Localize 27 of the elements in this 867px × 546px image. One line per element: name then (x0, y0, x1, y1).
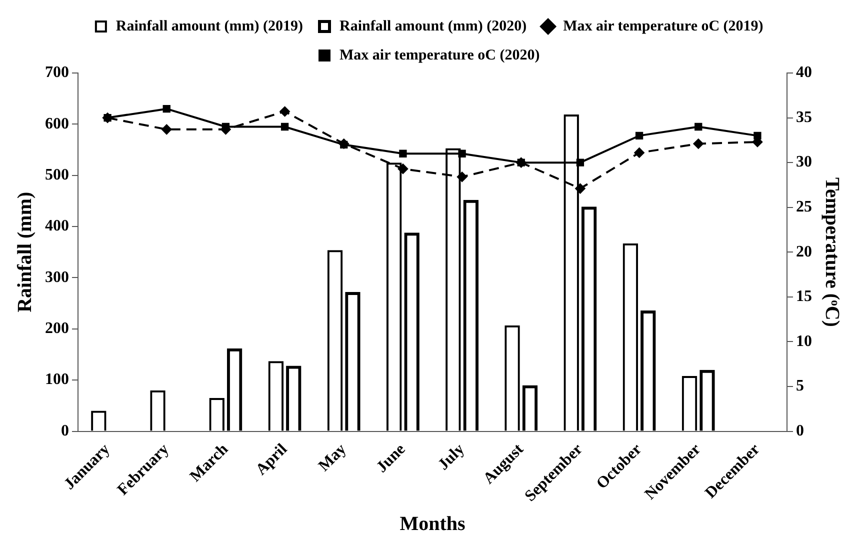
y2-tick-label: 0 (796, 422, 804, 440)
y2-tick-label: 30 (796, 154, 812, 171)
legend-label: Max air temperature oC (2019) (563, 18, 764, 34)
legend-label: Rainfall amount (mm) (2020) (340, 18, 527, 34)
x-tick-label: July (435, 440, 468, 474)
y2-tick-label: 5 (796, 378, 804, 395)
y-tick-label: 400 (45, 218, 69, 235)
y-axis-title: Rainfall (mm) (14, 192, 36, 312)
x-tick-label: June (373, 440, 409, 476)
legend-label: Max air temperature oC (2020) (340, 47, 540, 64)
y2-tick-label: 15 (796, 288, 812, 306)
y-tick-label: 200 (45, 320, 69, 338)
y-tick-label: 600 (45, 115, 69, 132)
y2-tick-label: 35 (796, 108, 812, 126)
y2-axis-title: Temperature (ᵒC) (820, 177, 843, 327)
x-tick-label: May (316, 440, 350, 475)
y-tick-label: 0 (61, 422, 69, 440)
y-tick-label: 300 (45, 268, 69, 286)
y2-tick-label: 20 (796, 243, 812, 260)
y-tick-label: 100 (45, 371, 69, 388)
y2-tick-label: 25 (796, 198, 812, 216)
y-tick-label: 700 (45, 64, 69, 82)
y2-tick-label: 40 (796, 64, 812, 82)
legend-label: Rainfall amount (mm) (2019) (116, 18, 304, 34)
x-axis-title: Months (400, 513, 466, 536)
y-tick-label: 500 (45, 166, 69, 184)
y2-tick-label: 10 (796, 332, 812, 350)
